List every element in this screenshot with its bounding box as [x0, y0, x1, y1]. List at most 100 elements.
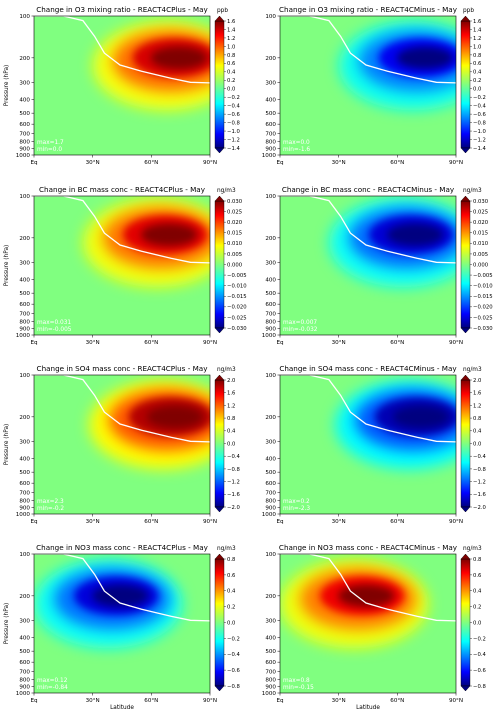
y-tick-label: 100 — [265, 552, 276, 558]
colorbar-extend-top — [460, 553, 471, 560]
plot-frame — [279, 553, 457, 694]
y-axis-label: Pressure (hPa) — [4, 65, 10, 107]
panel-title: Change in NO3 mass conc - REACT4CPlus - … — [36, 543, 208, 552]
y-tick-label: 500 — [265, 291, 276, 297]
tropopause-line — [280, 16, 456, 84]
x-tick-label: 30°N — [332, 519, 346, 525]
colorbar-extend-top — [214, 374, 225, 381]
min-annotation: min=-1.6 — [283, 147, 310, 153]
colorbar-tick-label: −0.8 — [227, 467, 240, 473]
colorbar-tick-label: −0.020 — [473, 305, 493, 311]
colorbar-tick-label: 0.020 — [473, 220, 489, 226]
min-annotation: min=-0.84 — [37, 685, 68, 691]
colorbar-tick-label: −0.020 — [227, 305, 247, 311]
y-tick-label: 900 — [19, 327, 30, 333]
y-tick-label: 100 — [19, 14, 30, 20]
colorbar-tick-label: −0.6 — [227, 668, 240, 674]
colorbar-tick-label: −1.2 — [473, 480, 486, 486]
y-tick-label: 1000 — [262, 153, 277, 159]
tropopause-line — [34, 16, 210, 84]
plot-frame — [33, 553, 211, 694]
plot-frame — [33, 374, 211, 515]
y-tick-label: 900 — [265, 147, 276, 153]
colorbar-extend-bottom — [460, 506, 471, 513]
chart-panel: Change in NO3 mass conc - REACT4CPlus - … — [4, 543, 240, 709]
colorbar-tick-label: 0.8 — [473, 416, 482, 422]
colorbar-tick-label: −0.005 — [227, 273, 247, 279]
anomaly-field — [34, 375, 210, 470]
min-annotation: min=-0.2 — [37, 506, 64, 512]
colorbar-tick-label: −0.2 — [227, 636, 240, 642]
y-tick-label: 600 — [265, 481, 276, 487]
x-tick-label: 90°N — [203, 340, 217, 346]
y-tick-label: 500 — [19, 111, 30, 117]
y-tick-label: 300 — [265, 439, 276, 445]
colorbar-tick-label: −0.8 — [227, 121, 240, 127]
colorbar-tick-label: −0.030 — [473, 326, 493, 332]
colorbar-tick-label: 0.0 — [227, 87, 236, 93]
y-tick-label: 300 — [19, 80, 30, 86]
colorbar-tick-label: 0.8 — [227, 53, 236, 59]
colorbar-tick-label: 0.025 — [473, 209, 488, 215]
anomaly-core — [92, 584, 149, 607]
colorbar-tick-label: −1.0 — [227, 129, 240, 135]
x-axis-label: Latitude — [110, 705, 134, 709]
colorbar-tick-label: 1.6 — [227, 391, 236, 397]
y-tick-label: 300 — [19, 260, 30, 266]
x-tick-label: 30°N — [86, 340, 100, 346]
max-annotation: max=0.031 — [37, 320, 71, 326]
y-tick-label: 900 — [19, 685, 30, 691]
anomaly-field — [34, 554, 210, 649]
colorbar-unit: ng/m3 — [217, 188, 236, 194]
colorbar-tick-label: 1.6 — [473, 19, 482, 25]
y-tick-label: 500 — [265, 111, 276, 117]
colorbar — [214, 379, 225, 508]
colorbar-tick-label: −2.0 — [473, 505, 486, 511]
y-tick-label: 600 — [19, 122, 30, 128]
y-tick-label: 400 — [19, 98, 30, 104]
y-tick-label: 400 — [265, 457, 276, 463]
y-tick-label: 700 — [265, 669, 276, 675]
colorbar-tick-label: 0.4 — [227, 429, 236, 435]
colorbar-tick-label: 0.4 — [227, 70, 236, 76]
y-tick-label: 800 — [19, 140, 30, 146]
anomaly-field — [280, 375, 456, 470]
y-tick-label: 500 — [265, 470, 276, 476]
colorbar-tick-label: 0.2 — [227, 605, 235, 611]
colorbar-tick-label: −0.4 — [473, 652, 486, 658]
y-tick-label: 700 — [265, 311, 276, 317]
chart-panel: Change in O3 mixing ratio - REACT4CMinus… — [262, 5, 487, 166]
plot-frame — [33, 195, 211, 336]
anomaly-core — [150, 46, 208, 69]
x-axis-label: Latitude — [356, 705, 380, 709]
colorbar-tick-label: 0.0 — [473, 620, 482, 626]
y-tick-label: 900 — [265, 506, 276, 512]
colorbar-tick-label: 0.015 — [227, 231, 242, 237]
colorbar-tick-label: 2.0 — [473, 378, 482, 384]
colorbar-tick-label: 0.0 — [227, 620, 236, 626]
x-tick-label: 30°N — [86, 160, 100, 166]
y-tick-label: 500 — [19, 291, 30, 297]
colorbar-tick-label: 0.025 — [227, 209, 242, 215]
y-tick-label: 1000 — [16, 333, 31, 339]
colorbar-extend-bottom — [460, 327, 471, 334]
max-annotation: max=0.8 — [283, 678, 310, 684]
colorbar-tick-label: −0.2 — [473, 636, 486, 642]
y-tick-label: 100 — [19, 552, 30, 558]
y-tick-label: 1000 — [16, 153, 31, 159]
chart-panel: Change in BC mass conc - REACT4CMinus - … — [262, 185, 493, 346]
y-tick-label: 700 — [265, 490, 276, 496]
colorbar-tick-label: −1.2 — [473, 137, 486, 143]
y-tick-label: 300 — [265, 260, 276, 266]
colorbar-tick-label: 0.6 — [473, 61, 482, 67]
y-tick-label: 700 — [19, 490, 30, 496]
colorbar-tick-label: 0.2 — [473, 605, 481, 611]
plot-frame — [279, 374, 457, 515]
anomaly-core — [140, 223, 198, 246]
y-tick-label: 600 — [265, 302, 276, 308]
colorbar-tick-label: −0.015 — [473, 294, 493, 300]
y-tick-label: 700 — [19, 311, 30, 317]
colorbar-tick-label: 1.0 — [473, 44, 482, 50]
colorbar-tick-label: 2.0 — [227, 378, 236, 384]
colorbar-extend-bottom — [460, 147, 471, 154]
